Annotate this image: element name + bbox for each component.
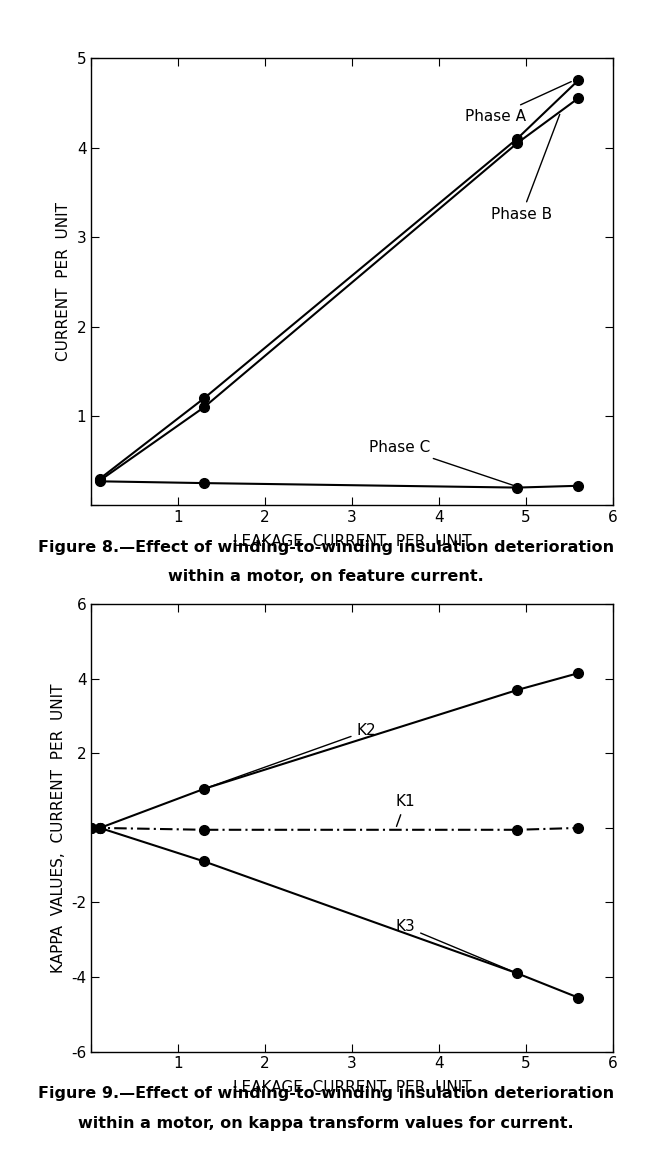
Text: Phase C: Phase C bbox=[370, 439, 514, 486]
Text: within a motor, on kappa transform values for current.: within a motor, on kappa transform value… bbox=[78, 1116, 574, 1131]
Text: K1: K1 bbox=[396, 795, 415, 826]
Text: K3: K3 bbox=[396, 919, 514, 973]
Y-axis label: CURRENT  PER  UNIT: CURRENT PER UNIT bbox=[56, 202, 71, 361]
X-axis label: LEAKAGE  CURRENT  PER  UNIT: LEAKAGE CURRENT PER UNIT bbox=[233, 533, 471, 548]
Text: within a motor, on feature current.: within a motor, on feature current. bbox=[168, 569, 484, 584]
Text: Phase A: Phase A bbox=[465, 81, 571, 124]
Text: K2: K2 bbox=[207, 724, 376, 788]
Text: Figure 9.—Effect of winding-to-winding insulation deterioration: Figure 9.—Effect of winding-to-winding i… bbox=[38, 1086, 614, 1102]
Y-axis label: KAPPA  VALUES,  CURRENT  PER  UNIT: KAPPA VALUES, CURRENT PER UNIT bbox=[51, 683, 66, 973]
Text: Figure 8.—Effect of winding-to-winding insulation deterioration: Figure 8.—Effect of winding-to-winding i… bbox=[38, 540, 614, 555]
X-axis label: LEAKAGE  CURRENT  PER  UNIT: LEAKAGE CURRENT PER UNIT bbox=[233, 1079, 471, 1095]
Text: Phase B: Phase B bbox=[491, 114, 559, 222]
